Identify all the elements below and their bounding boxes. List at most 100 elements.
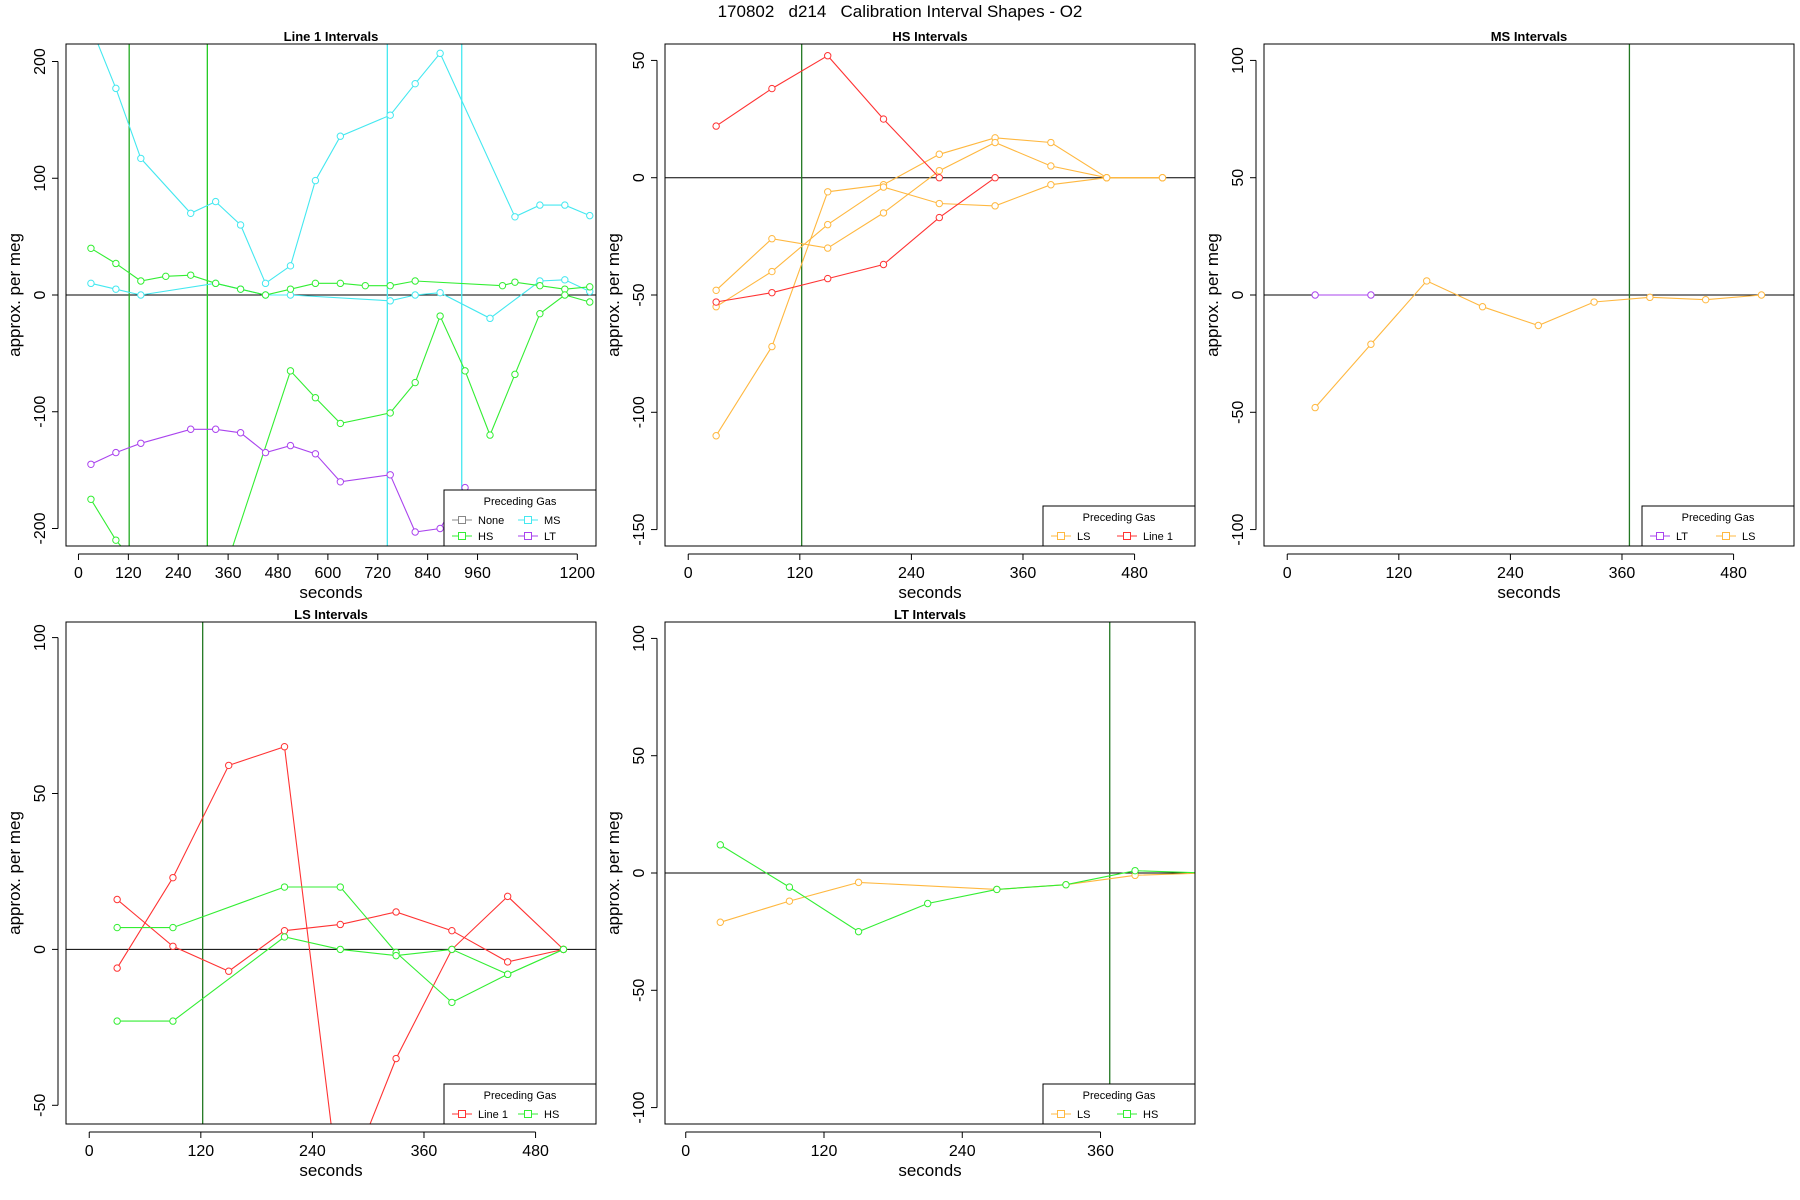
data-point bbox=[824, 274, 832, 283]
x-axis-label: seconds bbox=[299, 1161, 362, 1180]
x-tick-label: 0 bbox=[681, 1143, 690, 1160]
y-tick-label: -100 bbox=[32, 396, 49, 428]
data-point bbox=[336, 945, 344, 954]
legend-swatch-marker bbox=[1656, 532, 1664, 540]
data-point bbox=[311, 279, 320, 288]
page-title: 170802 d214 Calibration Interval Shapes … bbox=[717, 2, 1083, 21]
plot-frame bbox=[65, 43, 597, 547]
plot-area bbox=[66, 622, 596, 1124]
y-tick-label: -100 bbox=[631, 396, 648, 428]
y-tick-label: -200 bbox=[32, 512, 49, 544]
data-point bbox=[1047, 162, 1055, 170]
plot-frame bbox=[664, 43, 1196, 547]
data-point bbox=[336, 883, 344, 891]
panel-ms: MS Intervals 0 120 240 360 480 seconds -100 -50 0… bbox=[1203, 29, 1795, 602]
data-point bbox=[261, 279, 270, 288]
legend-title: Preceding Gas bbox=[1083, 1090, 1156, 1102]
x-tick-label: 120 bbox=[187, 1143, 214, 1160]
data-point bbox=[311, 450, 320, 458]
x-axis-label: seconds bbox=[1497, 583, 1560, 602]
series-line-ms bbox=[97, 44, 591, 285]
data-point bbox=[935, 199, 943, 208]
data-point bbox=[225, 967, 233, 975]
legend-swatch-marker bbox=[458, 1110, 466, 1118]
x-tick-label: 360 bbox=[215, 565, 242, 582]
data-point bbox=[712, 298, 720, 306]
data-point bbox=[1201, 870, 1207, 876]
legend-swatch-marker bbox=[524, 516, 532, 524]
data-point bbox=[854, 878, 863, 887]
plot-area bbox=[665, 44, 1195, 546]
panel-title: LT Intervals bbox=[894, 607, 966, 622]
x-axis-label: seconds bbox=[898, 1161, 961, 1180]
legend-swatch-marker bbox=[1123, 1110, 1131, 1118]
y-tick-label: -50 bbox=[631, 979, 648, 1002]
x-tick-label: 360 bbox=[411, 1143, 438, 1160]
series-line-hs bbox=[117, 936, 564, 1022]
data-point bbox=[824, 220, 832, 229]
y-tick-label: -50 bbox=[32, 1094, 49, 1117]
data-point bbox=[392, 908, 400, 916]
y-tick-label: -50 bbox=[1230, 401, 1247, 424]
legend-entry: LS bbox=[1077, 531, 1090, 543]
legend: Preceding Gas LS HS bbox=[1042, 1083, 1196, 1125]
legend-box bbox=[1042, 1083, 1196, 1125]
series-line-ms bbox=[90, 279, 591, 319]
legend-title: Preceding Gas bbox=[484, 496, 557, 508]
y-axis-label: approx. per meg bbox=[5, 233, 24, 357]
data-point bbox=[280, 743, 289, 751]
data-point bbox=[112, 448, 120, 457]
data-point bbox=[137, 277, 145, 285]
legend-swatch-marker bbox=[1722, 532, 1730, 540]
data-point bbox=[187, 271, 195, 279]
data-point bbox=[486, 431, 494, 439]
data-point bbox=[280, 926, 289, 935]
data-point bbox=[448, 926, 456, 935]
x-axis-label: seconds bbox=[898, 583, 961, 602]
series-line-ls bbox=[720, 872, 1195, 923]
data-point bbox=[261, 291, 270, 299]
data-point bbox=[536, 281, 544, 290]
data-point bbox=[448, 945, 456, 954]
series-line-line-1 bbox=[716, 177, 996, 303]
x-tick-label: 0 bbox=[1283, 565, 1292, 582]
data-point bbox=[935, 166, 943, 175]
legend-entry: Line 1 bbox=[1143, 531, 1173, 543]
series-line-lt bbox=[90, 428, 466, 533]
legend-entry: HS bbox=[544, 1109, 559, 1121]
data-point bbox=[436, 288, 444, 297]
series-line-ls bbox=[715, 177, 1163, 308]
panel-title: HS Intervals bbox=[892, 29, 967, 44]
data-point bbox=[879, 183, 888, 191]
data-point bbox=[236, 429, 245, 437]
data-point bbox=[1311, 291, 1319, 299]
series-line-line-1 bbox=[116, 899, 564, 972]
legend-entry: Line 1 bbox=[478, 1109, 508, 1121]
legend-swatch-marker bbox=[1057, 1110, 1065, 1118]
y-tick-label: 0 bbox=[32, 290, 49, 299]
data-point bbox=[137, 291, 145, 299]
data-point bbox=[768, 342, 776, 351]
data-point bbox=[503, 958, 512, 966]
data-point bbox=[411, 277, 419, 285]
data-point bbox=[336, 920, 344, 929]
panel-lt: LT Intervals 0 120 240 360 seconds -100 -50 0 50 1… bbox=[604, 607, 1207, 1180]
series-line-hs bbox=[90, 247, 590, 296]
series-line-ls bbox=[715, 137, 1163, 436]
data-point bbox=[1158, 174, 1167, 182]
data-point bbox=[768, 288, 776, 297]
data-point bbox=[112, 84, 120, 93]
series-line-hs bbox=[117, 886, 564, 1004]
x-tick-label: 0 bbox=[74, 565, 83, 582]
x-tick-label: 240 bbox=[898, 565, 925, 582]
data-point bbox=[187, 209, 195, 217]
data-point bbox=[586, 283, 594, 291]
legend-entry: LS bbox=[1742, 531, 1755, 543]
data-point bbox=[225, 761, 233, 770]
y-tick-label: 50 bbox=[1230, 169, 1247, 187]
data-point bbox=[137, 439, 145, 447]
data-point bbox=[824, 188, 832, 196]
data-point bbox=[187, 425, 195, 433]
data-point bbox=[411, 528, 419, 536]
